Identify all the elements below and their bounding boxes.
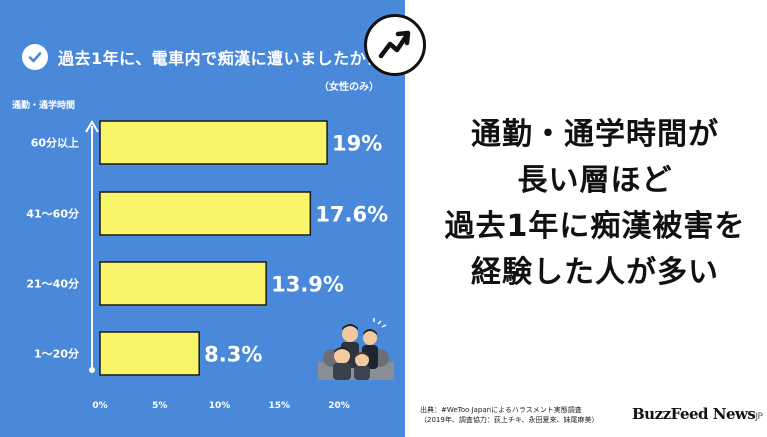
y-axis-arrow-icon [85, 120, 99, 133]
source-note: 出典：#WeToo Japanによるハラスメント実態調査 （2019年、調査協力… [420, 405, 599, 425]
bar [99, 191, 312, 236]
buzzfeed-news-logo: BuzzFeed NewsJP [632, 405, 763, 423]
data-label: 13.9% [271, 273, 344, 297]
source-line-2: （2019年、調査協力：荻上チキ、永田夏来、妹尾麻美） [420, 416, 599, 424]
data-label: 19% [332, 132, 382, 156]
y-axis-label: 通勤・通学時間 [12, 99, 75, 111]
trending-up-icon [364, 14, 426, 76]
headline: 通勤・通学時間が 長い層ほど 過去1年に痴漢被害を 経験した人が多い [430, 112, 760, 296]
checkmark-circle-icon [22, 44, 48, 70]
category-label: 1〜20分 [34, 347, 79, 361]
headline-line-3: 過去1年に痴漢被害を [444, 209, 746, 244]
x-tick-label: 15% [268, 401, 290, 411]
x-tick-label: 0% [92, 401, 107, 411]
logo-suffix: JP [755, 412, 763, 422]
headline-line-1: 通勤・通学時間が [471, 117, 719, 152]
category-label: 60分以上 [31, 136, 79, 150]
data-label: 17.6% [315, 203, 388, 227]
x-tick-label: 10% [209, 401, 231, 411]
headline-line-2: 長い層ほど [517, 163, 673, 198]
bar [99, 120, 328, 165]
bar [99, 261, 267, 306]
logo-main: BuzzFeed News [632, 405, 756, 423]
question-subtitle: （女性のみ） [319, 82, 379, 93]
question-title: 過去1年に、電車内で痴漢に遭いましたか？ [58, 49, 383, 68]
headline-line-4: 経験した人が多い [471, 255, 719, 290]
category-label: 21〜40分 [26, 277, 79, 291]
x-tick-label: 5% [152, 401, 167, 411]
data-label: 8.3% [204, 343, 262, 367]
source-line-1: 出典：#WeToo Japanによるハラスメント実態調査 [420, 406, 582, 414]
category-label: 41〜60分 [26, 207, 79, 221]
question-header: 過去1年に、電車内で痴漢に遭いましたか？ [22, 44, 383, 70]
bar-chart: 通勤・通学時間 60分以上 19% 41〜60分 17.6% 21〜40分 13.9% 1〜2… [12, 99, 388, 411]
bar [99, 331, 200, 376]
commuters-illustration [318, 318, 394, 380]
y-axis-origin-dot [89, 367, 95, 373]
x-tick-label: 20% [328, 401, 350, 411]
